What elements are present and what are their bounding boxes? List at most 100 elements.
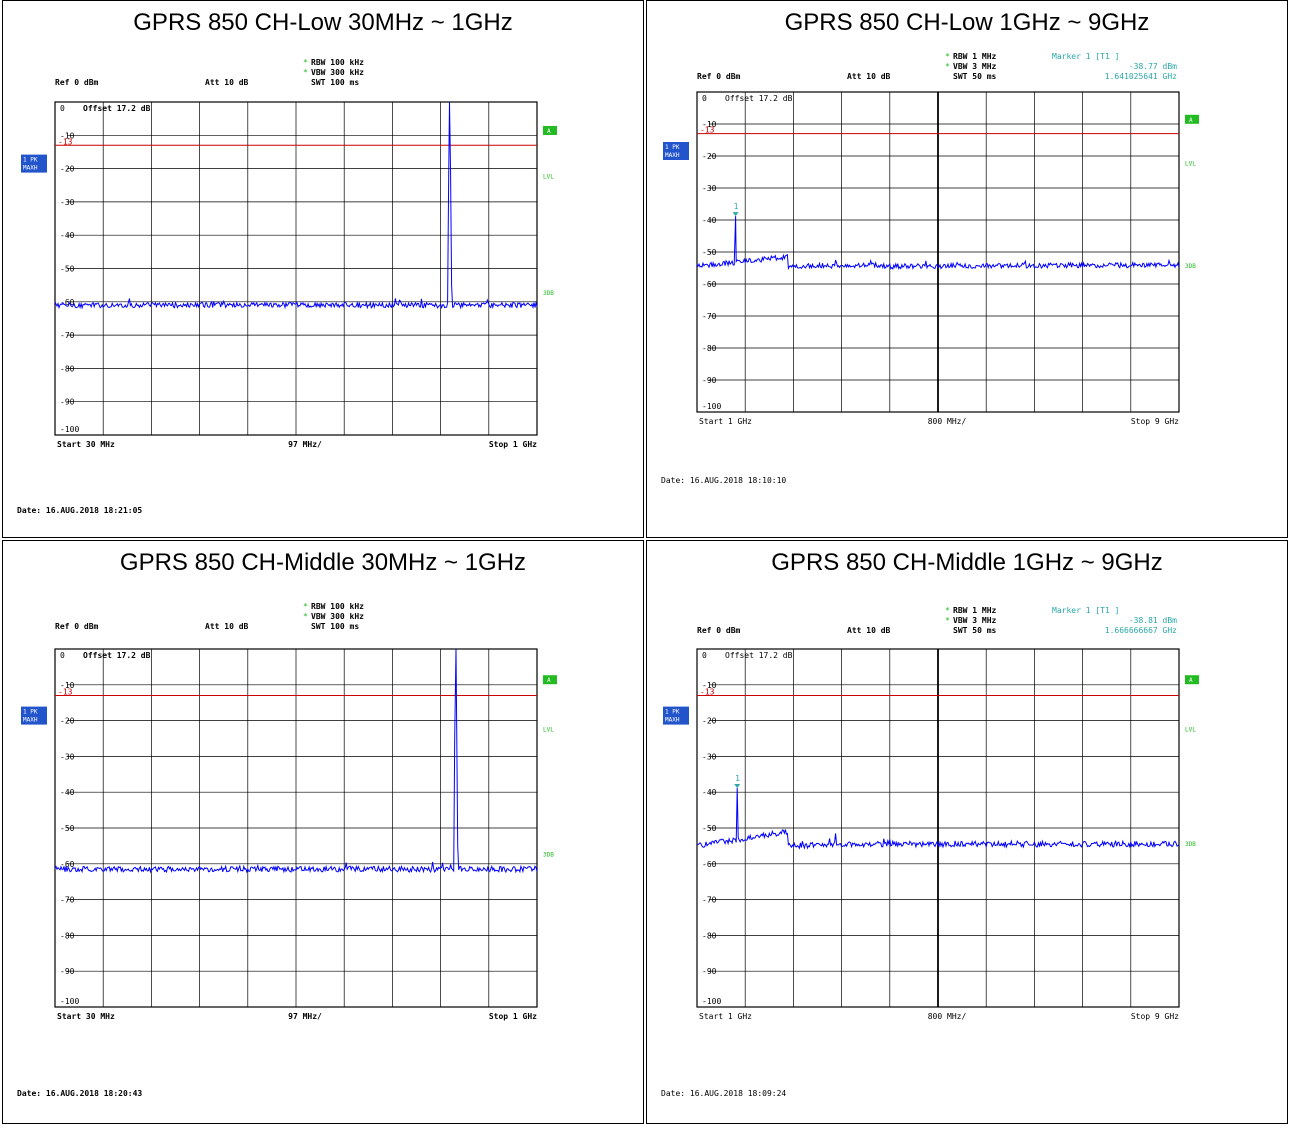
marker-title: Marker 1 [T1 ] bbox=[1052, 606, 1119, 615]
y-tick-label: -90 bbox=[702, 967, 717, 976]
threedb-indicator: 3DB bbox=[1185, 263, 1196, 270]
limit-line-label: -13 bbox=[700, 688, 715, 697]
rbw-label: RBW 100 kHz bbox=[311, 58, 364, 67]
x-stop-label: Stop 1 GHz bbox=[489, 1012, 537, 1021]
sweep-time-label: SWT 100 ms bbox=[311, 78, 359, 87]
y-tick-label: -80 bbox=[702, 931, 717, 940]
marker-title: Marker 1 [T1 ] bbox=[1052, 52, 1119, 61]
y-tick-label: -70 bbox=[60, 331, 75, 340]
y-tick-label: -10 bbox=[60, 131, 75, 140]
screenshot-panel: GPRS 850 CH-Middle 1GHz ~ 9GHz Ref 0 dBm A… bbox=[646, 540, 1288, 1124]
y-tick-label: -90 bbox=[60, 398, 75, 407]
y-tick-label: -80 bbox=[60, 364, 75, 373]
lvl-indicator: LVL bbox=[543, 726, 554, 733]
threedb-indicator: 3DB bbox=[543, 290, 554, 297]
trace-badge bbox=[21, 706, 47, 725]
y-tick-label: -60 bbox=[702, 280, 717, 289]
date-stamp: Date: 16.AUG.2018 18:20:43 bbox=[17, 1089, 142, 1098]
y-tick-label: -40 bbox=[702, 788, 717, 797]
y-tick-label: -80 bbox=[60, 931, 75, 940]
offset-label: Offset 17.2 dB bbox=[725, 651, 793, 660]
trace-badge-line2: MAXH bbox=[665, 717, 680, 724]
a-indicator-label: A bbox=[547, 128, 551, 135]
date-stamp: Date: 16.AUG.2018 18:21:05 bbox=[17, 506, 142, 515]
y-tick-label: -60 bbox=[60, 860, 75, 869]
y-tick-label: -50 bbox=[702, 824, 717, 833]
a-indicator bbox=[543, 125, 557, 135]
a-indicator-label: A bbox=[1189, 677, 1193, 684]
y-tick-label: -10 bbox=[702, 120, 717, 129]
attenuation-label: Att 10 dB bbox=[205, 78, 249, 87]
spectrum-screenshot: Ref 0 dBm Att 10 dB * RBW 1 MHz* VBW 3 MHzSW… bbox=[661, 606, 1199, 1098]
lvl-indicator: LVL bbox=[1185, 726, 1196, 733]
spectrum-trace bbox=[696, 787, 1180, 850]
sweep-time-label: SWT 50 ms bbox=[953, 626, 997, 635]
ref-level-label: Ref 0 dBm bbox=[55, 78, 99, 87]
lvl-indicator: LVL bbox=[1185, 161, 1196, 168]
y-tick-label: -100 bbox=[60, 425, 79, 434]
y-tick-label: -20 bbox=[60, 165, 75, 174]
lvl-indicator: LVL bbox=[543, 174, 554, 181]
threedb-indicator: 3DB bbox=[543, 852, 554, 859]
limit-line-label: -13 bbox=[700, 126, 715, 135]
panel-title: GPRS 850 CH-Low 1GHz ~ 9GHz bbox=[784, 9, 1150, 36]
marker-number: 1 bbox=[734, 202, 739, 211]
y-tick-label: -20 bbox=[702, 152, 717, 161]
x-stop-label: Stop 9 GHz bbox=[1131, 417, 1179, 426]
y-tick-label: -30 bbox=[60, 198, 75, 207]
x-span-per-div-label: 97 MHz/ bbox=[288, 1012, 322, 1021]
x-start-label: Start 1 GHz bbox=[699, 1012, 752, 1021]
vbw-asterisk: * bbox=[303, 68, 308, 77]
y-tick-label: -60 bbox=[702, 860, 717, 869]
attenuation-label: Att 10 dB bbox=[205, 622, 249, 631]
attenuation-label: Att 10 dB bbox=[847, 72, 891, 81]
x-span-per-div-label: 800 MHz/ bbox=[928, 417, 967, 426]
offset-label: Offset 17.2 dB bbox=[83, 104, 151, 113]
rbw-asterisk: * bbox=[945, 52, 950, 61]
marker-number: 1 bbox=[735, 774, 740, 783]
rbw-label: RBW 1 MHz bbox=[953, 52, 997, 61]
vbw-asterisk: * bbox=[303, 612, 308, 621]
y-tick-label: -80 bbox=[702, 344, 717, 353]
y-tick-label: -100 bbox=[60, 997, 79, 1006]
sweep-time-label: SWT 100 ms bbox=[311, 622, 359, 631]
x-span-per-div-label: 97 MHz/ bbox=[288, 440, 322, 449]
y-tick-label: 0 bbox=[702, 94, 707, 103]
date-stamp: Date: 16.AUG.2018 18:10:10 bbox=[661, 476, 786, 485]
y-tick-label: 0 bbox=[60, 651, 65, 660]
y-tick-label: -30 bbox=[60, 752, 75, 761]
ref-level-label: Ref 0 dBm bbox=[697, 72, 741, 81]
y-tick-label: -70 bbox=[702, 896, 717, 905]
x-start-label: Start 30 MHz bbox=[57, 1012, 115, 1021]
vbw-label: VBW 300 kHz bbox=[311, 612, 364, 621]
trace-badge-line1: 1 PK bbox=[665, 144, 680, 151]
y-tick-label: -60 bbox=[60, 298, 75, 307]
y-tick-label: -90 bbox=[60, 967, 75, 976]
spectrum-screenshot: Ref 0 dBm Att 10 dB * RBW 100 kHz* VBW 300 k… bbox=[17, 602, 557, 1098]
rbw-label: RBW 1 MHz bbox=[953, 606, 997, 615]
y-tick-label: -50 bbox=[60, 265, 75, 274]
vbw-asterisk: * bbox=[945, 62, 950, 71]
vbw-label: VBW 3 MHz bbox=[953, 616, 997, 625]
a-indicator bbox=[543, 675, 557, 685]
y-tick-label: -90 bbox=[702, 376, 717, 385]
marker-triangle bbox=[732, 212, 739, 217]
y-tick-label: -10 bbox=[702, 681, 717, 690]
a-indicator bbox=[1185, 675, 1199, 685]
trace-badge bbox=[663, 142, 689, 160]
rbw-label: RBW 100 kHz bbox=[311, 602, 364, 611]
panel-title: GPRS 850 CH-Low 30MHz ~ 1GHz bbox=[133, 9, 513, 36]
a-indicator-label: A bbox=[547, 677, 551, 684]
x-stop-label: Stop 1 GHz bbox=[489, 440, 537, 449]
trace-badge-line2: MAXH bbox=[23, 717, 38, 724]
y-tick-label: -40 bbox=[60, 788, 75, 797]
y-tick-label: -20 bbox=[60, 717, 75, 726]
x-start-label: Start 1 GHz bbox=[699, 417, 752, 426]
a-indicator-label: A bbox=[1189, 117, 1193, 124]
trace-badge-line1: 1 PK bbox=[23, 157, 38, 164]
y-tick-label: -30 bbox=[702, 752, 717, 761]
attenuation-label: Att 10 dB bbox=[847, 626, 891, 635]
threedb-indicator: 3DB bbox=[1185, 841, 1196, 848]
trace-badge-line1: 1 PK bbox=[665, 709, 680, 716]
